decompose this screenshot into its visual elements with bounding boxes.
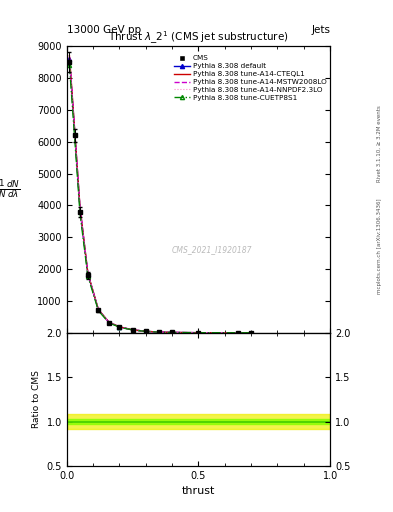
Text: CMS_2021_I1920187: CMS_2021_I1920187 <box>171 246 252 254</box>
Y-axis label: Ratio to CMS: Ratio to CMS <box>32 370 41 429</box>
X-axis label: thrust: thrust <box>182 486 215 496</box>
Text: 13000 GeV pp: 13000 GeV pp <box>67 25 141 35</box>
Bar <box>67 419 330 424</box>
Bar <box>67 414 330 429</box>
Text: Jets: Jets <box>311 25 330 35</box>
Text: Rivet 3.1.10, ≥ 3.2M events: Rivet 3.1.10, ≥ 3.2M events <box>377 105 382 182</box>
Title: Thrust $\lambda\_2^1$ (CMS jet substructure): Thrust $\lambda\_2^1$ (CMS jet substruct… <box>108 30 289 46</box>
Text: mcplots.cern.ch [arXiv:1306.3436]: mcplots.cern.ch [arXiv:1306.3436] <box>377 198 382 293</box>
Y-axis label: $\frac{1}{N}\frac{dN}{d\lambda}$: $\frac{1}{N}\frac{dN}{d\lambda}$ <box>0 179 21 200</box>
Legend: CMS, Pythia 8.308 default, Pythia 8.308 tune-A14-CTEQL1, Pythia 8.308 tune-A14-M: CMS, Pythia 8.308 default, Pythia 8.308 … <box>174 55 327 101</box>
